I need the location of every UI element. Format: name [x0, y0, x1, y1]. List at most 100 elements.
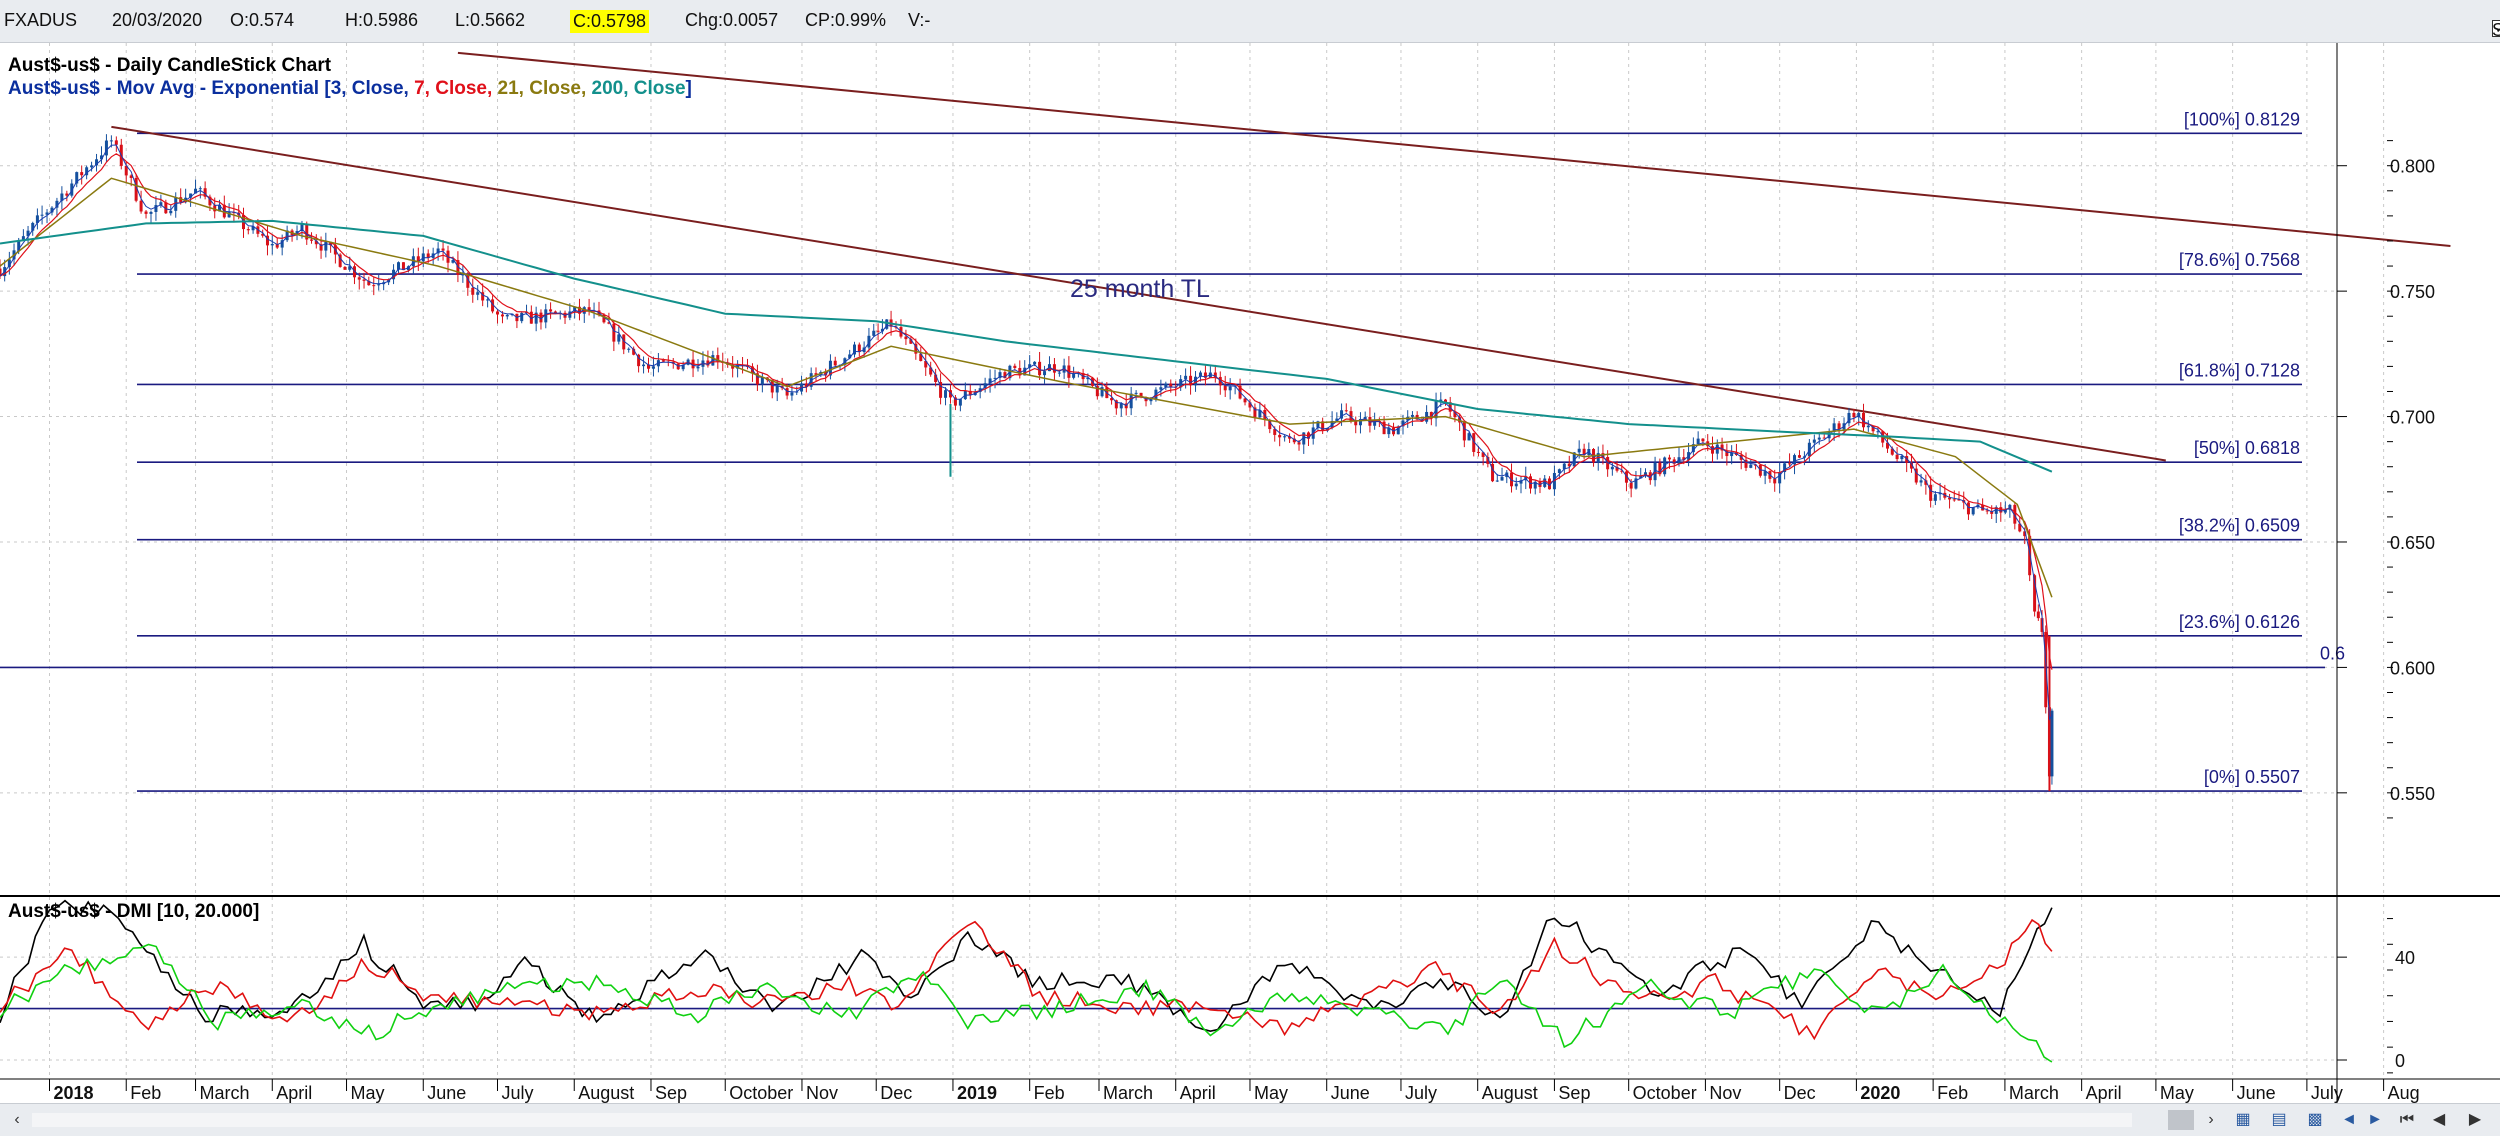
candle-body: [213, 205, 217, 212]
ma-param-3: 3, Close,: [331, 78, 414, 99]
pan-right-icon[interactable]: ►: [2367, 1111, 2383, 1128]
candle-body: [1857, 412, 1861, 418]
zoom-in-icon[interactable]: ▦: [2235, 1111, 2251, 1128]
horizontal-scrollbar[interactable]: [32, 1113, 2132, 1127]
scrollbar-thumb[interactable]: [2168, 1110, 2194, 1130]
candle-body: [804, 383, 808, 387]
candle-body: [1139, 392, 1143, 398]
y-tick-label: 0.800: [2390, 157, 2435, 177]
candle-body: [338, 254, 342, 267]
candle-body: [857, 344, 861, 353]
candle-body: [1725, 450, 1729, 457]
candle-body: [1730, 452, 1734, 457]
candle-body: [1981, 504, 1985, 511]
candle-body: [1316, 421, 1320, 428]
dmi-panel: [0, 899, 2053, 1063]
candle-body: [1258, 410, 1262, 418]
candle-body: [1198, 372, 1202, 377]
pan-left-icon[interactable]: ◄: [2341, 1111, 2357, 1128]
candle-body: [1567, 463, 1571, 467]
candle-body: [1444, 399, 1448, 403]
candle-body: [275, 243, 279, 248]
x-tick-label: April: [1180, 1083, 1216, 1103]
volume-value: V:-: [908, 10, 931, 30]
x-tick-label: April: [2086, 1083, 2122, 1103]
scroll-right-icon[interactable]: ›: [2208, 1111, 2214, 1128]
candle-body: [1610, 466, 1614, 470]
candle-body: [632, 348, 636, 355]
candle-body: [573, 306, 577, 312]
scroll-left-icon[interactable]: ‹: [14, 1111, 20, 1128]
candle-body: [357, 277, 361, 280]
candle-body: [549, 309, 553, 312]
first-icon[interactable]: ⏮: [2399, 1111, 2415, 1128]
candle-body: [324, 241, 328, 251]
candle-body: [305, 224, 309, 240]
dmi-series-di: [0, 943, 2053, 1063]
zoom-out-icon[interactable]: ▤: [2271, 1111, 2287, 1128]
candle-body: [114, 140, 118, 145]
x-tick-label: May: [2160, 1083, 2194, 1103]
candle-body: [1658, 462, 1662, 475]
candle-body: [929, 367, 933, 375]
candle-body: [164, 202, 168, 214]
candle-body: [1321, 421, 1325, 431]
candle-body: [814, 373, 818, 375]
candle-body: [934, 374, 938, 382]
candle-body: [1410, 414, 1414, 417]
candle-body: [529, 311, 533, 324]
candle-body: [1817, 437, 1821, 440]
candle-body: [1288, 436, 1292, 439]
candle-body: [622, 334, 626, 350]
ma-param-21: 21, Close,: [498, 78, 592, 99]
candle-body: [451, 260, 455, 263]
y-tick-label: 0.600: [2390, 658, 2435, 678]
chart-canvas[interactable]: [100%] 0.8129 [78.6%] 0.7568 [61.8%] 0.712…: [0, 43, 2500, 1103]
x-tick-label: Feb: [130, 1083, 161, 1103]
candle-body: [568, 311, 572, 318]
candle-body: [343, 266, 347, 270]
candle-body: [1807, 442, 1811, 457]
candle-body: [1644, 472, 1648, 477]
candle-body: [958, 399, 962, 406]
candle-body: [1358, 418, 1362, 426]
candle-body: [31, 222, 35, 231]
prev-icon[interactable]: ◀: [2432, 1111, 2446, 1128]
candle-body: [392, 269, 396, 280]
candle-body: [55, 200, 59, 208]
candle-body: [1325, 427, 1329, 431]
candle-body: [833, 360, 837, 366]
candle-body: [1253, 407, 1257, 418]
zoom-fit-icon[interactable]: ▩: [2307, 1111, 2323, 1128]
fib-label: [78.6%] 0.7568: [2179, 250, 2300, 270]
candle-body: [246, 229, 250, 231]
candle-body: [1278, 434, 1282, 438]
candle-body: [134, 177, 138, 201]
candle-body: [149, 211, 153, 214]
x-tick-label: Feb: [1034, 1083, 1065, 1103]
candle-body: [65, 193, 69, 196]
candle-body: [983, 383, 987, 389]
trendline: [111, 125, 2166, 462]
candle-body: [1519, 480, 1523, 484]
candle-body: [401, 262, 405, 271]
candle-body: [2023, 531, 2027, 537]
candle-body: [265, 235, 269, 246]
candle-body: [1439, 399, 1443, 402]
candle-body: [1938, 492, 1942, 495]
candle-body: [948, 390, 952, 398]
dmi-series-di: [0, 918, 2053, 1041]
candle-body: [998, 372, 1002, 378]
candle-body: [1528, 476, 1532, 489]
candle-body: [520, 313, 524, 322]
candle-body: [1701, 438, 1705, 442]
x-tick-label: Feb: [1937, 1083, 1968, 1103]
candle-body: [1788, 463, 1792, 465]
candle-body: [716, 355, 720, 362]
candle-body: [924, 360, 928, 368]
candle-body: [1043, 371, 1047, 376]
candle-body: [314, 240, 318, 245]
candle-body: [1847, 412, 1851, 424]
next-icon[interactable]: ▶: [2468, 1111, 2482, 1128]
checkbox-icon[interactable]: ✓: [2492, 20, 2500, 37]
